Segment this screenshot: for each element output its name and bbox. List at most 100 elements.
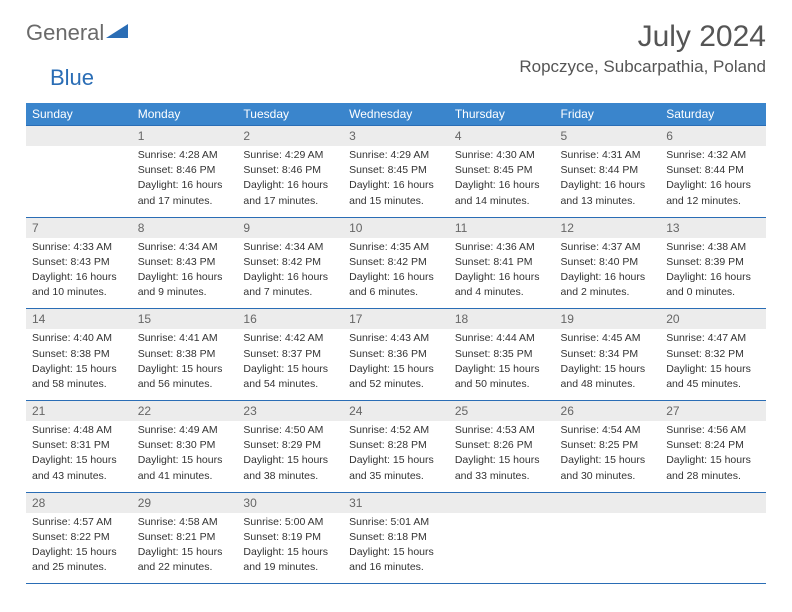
day-number: 25 xyxy=(449,401,555,422)
day-detail-line: and 38 minutes. xyxy=(243,469,337,483)
day-detail-line: Daylight: 15 hours xyxy=(455,362,549,376)
day-number: 26 xyxy=(555,401,661,422)
day-detail-line: Sunset: 8:21 PM xyxy=(138,530,232,544)
day-detail-line: Sunrise: 4:54 AM xyxy=(561,423,655,437)
daynum-row: 123456 xyxy=(26,126,766,147)
day-detail: Sunrise: 4:42 AMSunset: 8:37 PMDaylight:… xyxy=(237,329,343,400)
month-title: July 2024 xyxy=(519,20,766,54)
day-detail xyxy=(449,513,555,584)
location: Ropczyce, Subcarpathia, Poland xyxy=(519,57,766,77)
day-detail-line: Sunset: 8:34 PM xyxy=(561,347,655,361)
day-detail-line: and 2 minutes. xyxy=(561,285,655,299)
day-number: 17 xyxy=(343,309,449,330)
day-detail-line: Sunset: 8:45 PM xyxy=(455,163,549,177)
day-detail-line: Daylight: 15 hours xyxy=(455,453,549,467)
day-number xyxy=(449,492,555,513)
day-detail: Sunrise: 4:45 AMSunset: 8:34 PMDaylight:… xyxy=(555,329,661,400)
day-detail-line: Sunset: 8:39 PM xyxy=(666,255,760,269)
day-number: 18 xyxy=(449,309,555,330)
day-detail-line: and 43 minutes. xyxy=(32,469,126,483)
day-detail-line: Daylight: 16 hours xyxy=(349,270,443,284)
day-detail: Sunrise: 4:31 AMSunset: 8:44 PMDaylight:… xyxy=(555,146,661,217)
day-number: 21 xyxy=(26,401,132,422)
day-number: 7 xyxy=(26,217,132,238)
day-detail-line: Daylight: 15 hours xyxy=(138,545,232,559)
day-detail-line: Daylight: 15 hours xyxy=(138,362,232,376)
day-detail-line: Sunset: 8:29 PM xyxy=(243,438,337,452)
day-number: 6 xyxy=(660,126,766,147)
day-detail: Sunrise: 4:29 AMSunset: 8:46 PMDaylight:… xyxy=(237,146,343,217)
day-detail: Sunrise: 4:53 AMSunset: 8:26 PMDaylight:… xyxy=(449,421,555,492)
day-number xyxy=(555,492,661,513)
day-detail-line: Sunrise: 4:47 AM xyxy=(666,331,760,345)
day-detail-line: and 30 minutes. xyxy=(561,469,655,483)
day-header: Saturday xyxy=(660,103,766,126)
detail-row: Sunrise: 4:48 AMSunset: 8:31 PMDaylight:… xyxy=(26,421,766,492)
day-detail-line: Sunrise: 4:37 AM xyxy=(561,240,655,254)
calendar-table: SundayMondayTuesdayWednesdayThursdayFrid… xyxy=(26,103,766,584)
day-detail-line: and 28 minutes. xyxy=(666,469,760,483)
day-detail-line: and 58 minutes. xyxy=(32,377,126,391)
logo: General xyxy=(26,20,130,46)
day-detail-line: Sunrise: 4:32 AM xyxy=(666,148,760,162)
day-detail-line: and 0 minutes. xyxy=(666,285,760,299)
day-detail-line: Sunset: 8:41 PM xyxy=(455,255,549,269)
day-detail-line: Daylight: 16 hours xyxy=(666,270,760,284)
day-detail-line: Daylight: 15 hours xyxy=(349,545,443,559)
day-detail-line: Sunset: 8:38 PM xyxy=(138,347,232,361)
day-detail-line: Sunrise: 4:28 AM xyxy=(138,148,232,162)
day-detail-line: and 9 minutes. xyxy=(138,285,232,299)
day-detail-line: Sunset: 8:32 PM xyxy=(666,347,760,361)
day-detail-line: and 16 minutes. xyxy=(349,560,443,574)
day-detail-line: and 22 minutes. xyxy=(138,560,232,574)
day-detail-line: and 13 minutes. xyxy=(561,194,655,208)
day-detail xyxy=(660,513,766,584)
day-detail-line: Sunrise: 4:30 AM xyxy=(455,148,549,162)
day-detail-line: and 7 minutes. xyxy=(243,285,337,299)
day-number: 22 xyxy=(132,401,238,422)
day-detail-line: and 56 minutes. xyxy=(138,377,232,391)
day-detail: Sunrise: 4:48 AMSunset: 8:31 PMDaylight:… xyxy=(26,421,132,492)
day-number: 9 xyxy=(237,217,343,238)
day-number: 19 xyxy=(555,309,661,330)
day-number: 29 xyxy=(132,492,238,513)
day-detail-line: Sunrise: 5:00 AM xyxy=(243,515,337,529)
day-detail: Sunrise: 5:00 AMSunset: 8:19 PMDaylight:… xyxy=(237,513,343,584)
day-detail-line: Sunrise: 5:01 AM xyxy=(349,515,443,529)
day-detail: Sunrise: 4:32 AMSunset: 8:44 PMDaylight:… xyxy=(660,146,766,217)
day-header: Sunday xyxy=(26,103,132,126)
detail-row: Sunrise: 4:33 AMSunset: 8:43 PMDaylight:… xyxy=(26,238,766,309)
day-detail: Sunrise: 4:34 AMSunset: 8:42 PMDaylight:… xyxy=(237,238,343,309)
day-detail-line: Daylight: 16 hours xyxy=(32,270,126,284)
day-number: 14 xyxy=(26,309,132,330)
detail-row: Sunrise: 4:57 AMSunset: 8:22 PMDaylight:… xyxy=(26,513,766,584)
day-number: 28 xyxy=(26,492,132,513)
day-number: 3 xyxy=(343,126,449,147)
day-detail-line: Sunrise: 4:50 AM xyxy=(243,423,337,437)
day-detail-line: Sunset: 8:26 PM xyxy=(455,438,549,452)
day-detail-line: Sunset: 8:31 PM xyxy=(32,438,126,452)
day-detail-line: Sunset: 8:30 PM xyxy=(138,438,232,452)
day-number: 5 xyxy=(555,126,661,147)
day-detail-line: and 17 minutes. xyxy=(138,194,232,208)
day-detail-line: Daylight: 16 hours xyxy=(455,178,549,192)
day-detail-line: Daylight: 16 hours xyxy=(561,178,655,192)
day-number: 23 xyxy=(237,401,343,422)
day-detail-line: Sunrise: 4:34 AM xyxy=(243,240,337,254)
day-detail-line: Sunset: 8:18 PM xyxy=(349,530,443,544)
day-detail-line: Sunrise: 4:36 AM xyxy=(455,240,549,254)
day-detail-line: Daylight: 16 hours xyxy=(243,270,337,284)
day-detail-line: Daylight: 15 hours xyxy=(32,545,126,559)
day-detail: Sunrise: 4:38 AMSunset: 8:39 PMDaylight:… xyxy=(660,238,766,309)
day-detail-line: Sunset: 8:45 PM xyxy=(349,163,443,177)
day-detail-line: Sunrise: 4:53 AM xyxy=(455,423,549,437)
day-detail xyxy=(555,513,661,584)
day-detail: Sunrise: 4:30 AMSunset: 8:45 PMDaylight:… xyxy=(449,146,555,217)
day-detail-line: Daylight: 16 hours xyxy=(349,178,443,192)
daynum-row: 14151617181920 xyxy=(26,309,766,330)
day-detail-line: Sunset: 8:42 PM xyxy=(349,255,443,269)
day-detail: Sunrise: 4:37 AMSunset: 8:40 PMDaylight:… xyxy=(555,238,661,309)
day-detail: Sunrise: 4:52 AMSunset: 8:28 PMDaylight:… xyxy=(343,421,449,492)
daynum-row: 21222324252627 xyxy=(26,401,766,422)
day-detail-line: Daylight: 15 hours xyxy=(243,453,337,467)
